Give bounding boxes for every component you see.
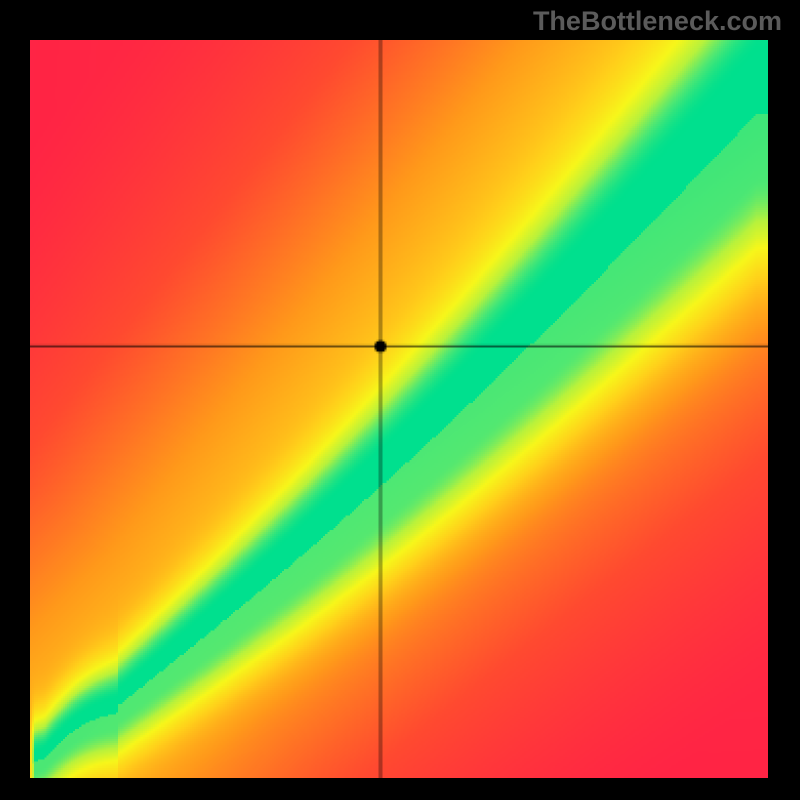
- bottleneck-heatmap: [30, 40, 768, 778]
- watermark-text: TheBottleneck.com: [533, 6, 782, 37]
